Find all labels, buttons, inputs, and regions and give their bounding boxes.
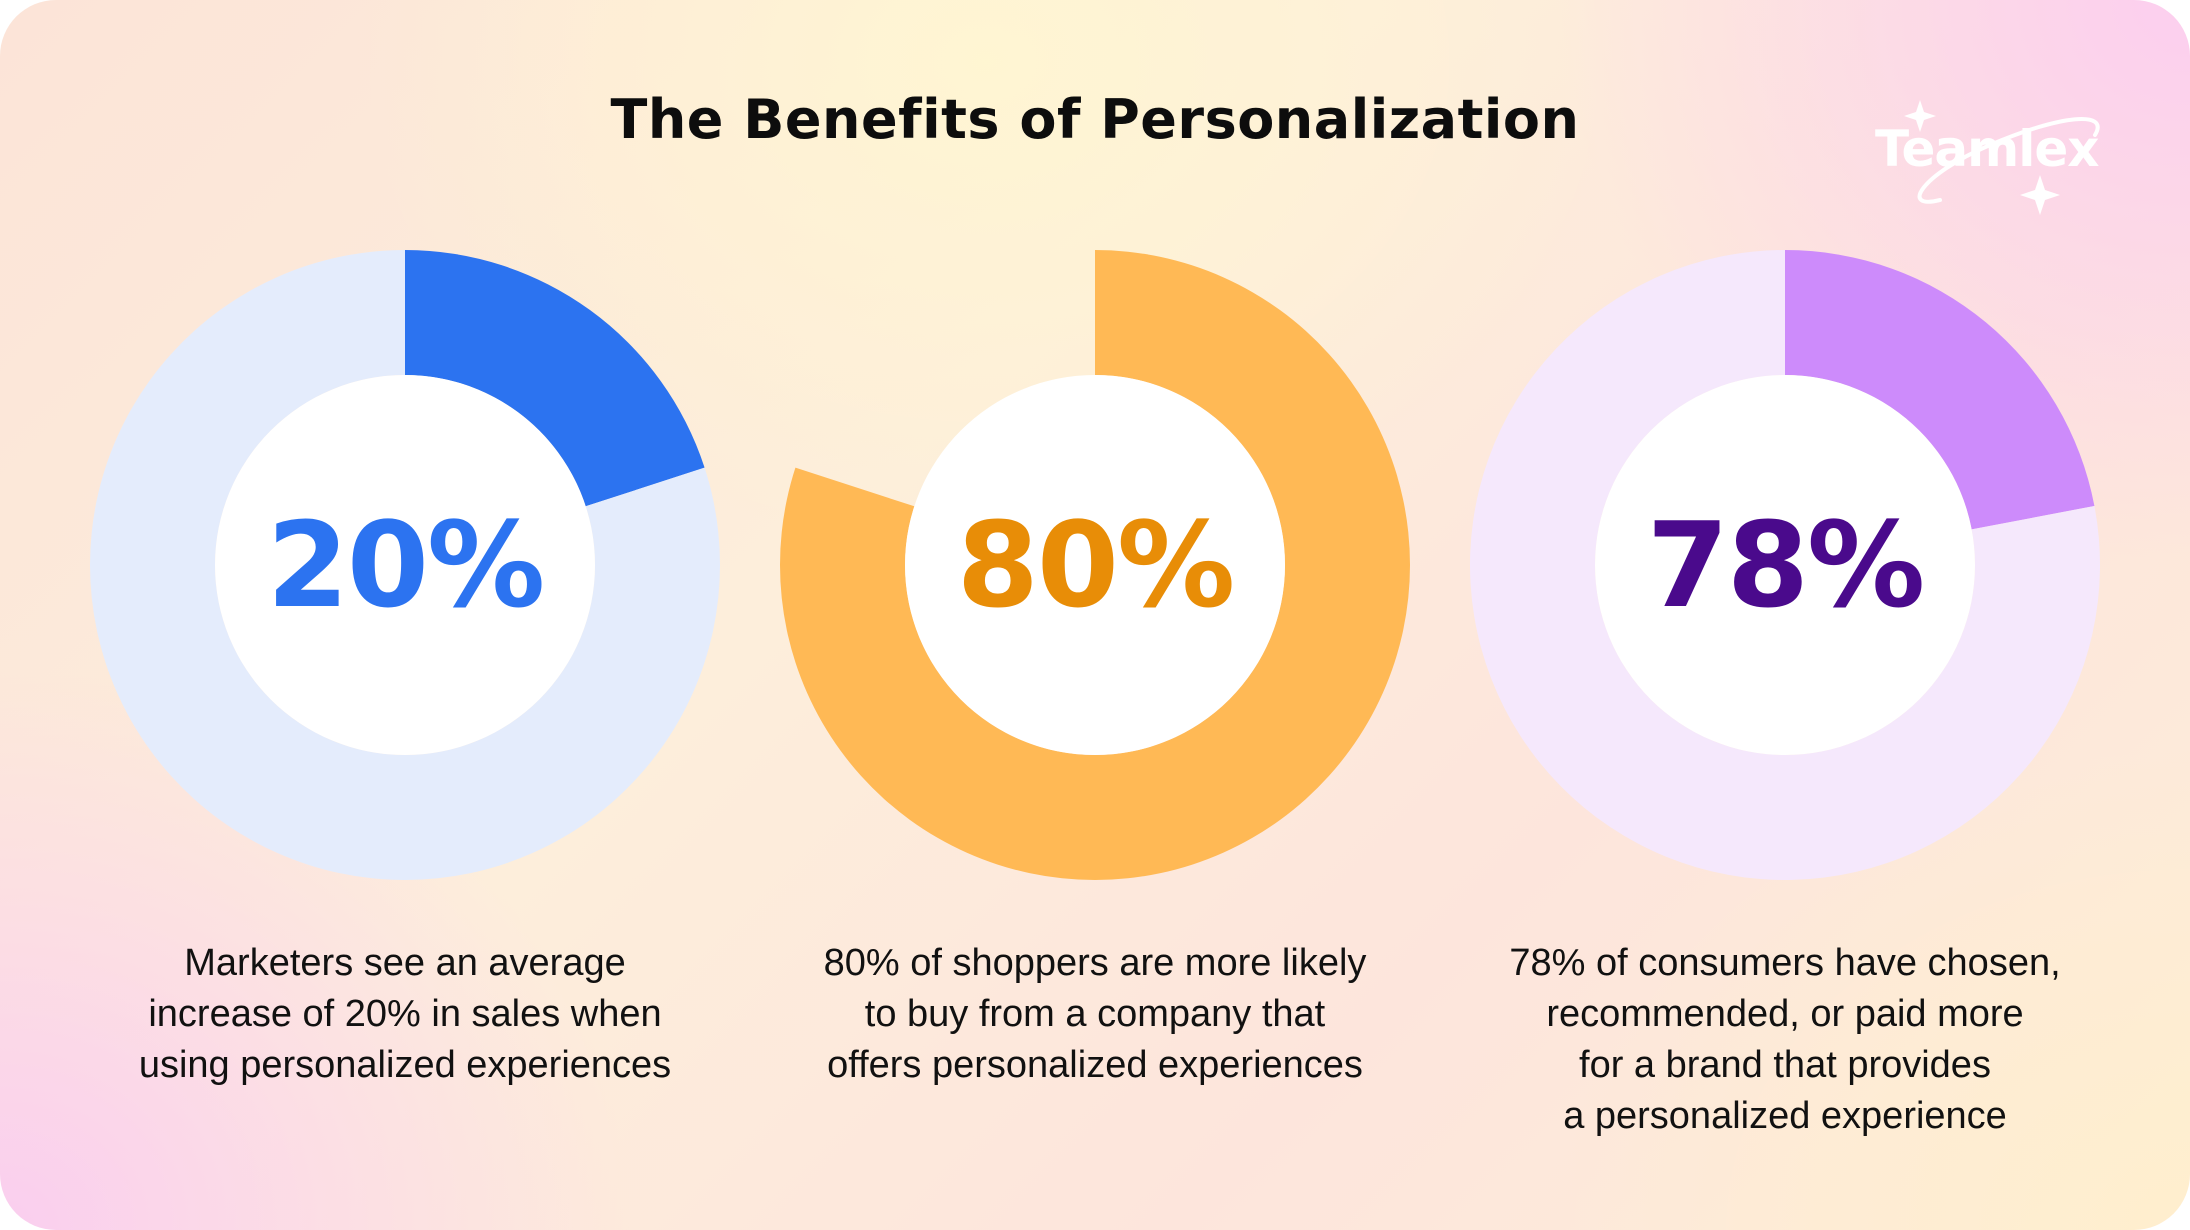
logo-orbit-icon — [1904, 100, 2100, 215]
donut-chart-3: 78% — [1470, 250, 2100, 880]
page-title: The Benefits of Personalization — [610, 88, 1580, 151]
donut-value-3: 78% — [1646, 496, 1925, 634]
donut-value-2: 80% — [956, 496, 1235, 634]
donut-svg-2 — [780, 250, 1410, 880]
description-2: 80% of shoppers are more likely to buy f… — [823, 942, 1367, 1086]
donut-2-slice-1 — [780, 250, 1410, 880]
donut-1-center — [215, 375, 595, 755]
teamlex-logo: Teamlex — [1860, 80, 2140, 230]
donut-2-center — [905, 375, 1285, 755]
description-1: Marketers see an average increase of 20%… — [138, 942, 672, 1086]
description-3: 78% of consumers have chosen, recommende… — [1509, 942, 2061, 1137]
donut-svg-1 — [90, 250, 720, 880]
donut-chart-2: 80% — [780, 250, 1410, 880]
donut-3-slice-1 — [1785, 250, 2095, 530]
donut-svg-3 — [1470, 250, 2100, 880]
donut-1-slice-1 — [405, 250, 705, 507]
donut-value-1: 20% — [266, 496, 545, 634]
donut-3-slice-2 — [1470, 250, 2100, 880]
donut-chart-1: 20% — [90, 250, 720, 880]
donut-3-center — [1595, 375, 1975, 755]
logo-text: Teamlex — [1875, 120, 2100, 178]
donut-1-slice-2 — [90, 250, 720, 880]
